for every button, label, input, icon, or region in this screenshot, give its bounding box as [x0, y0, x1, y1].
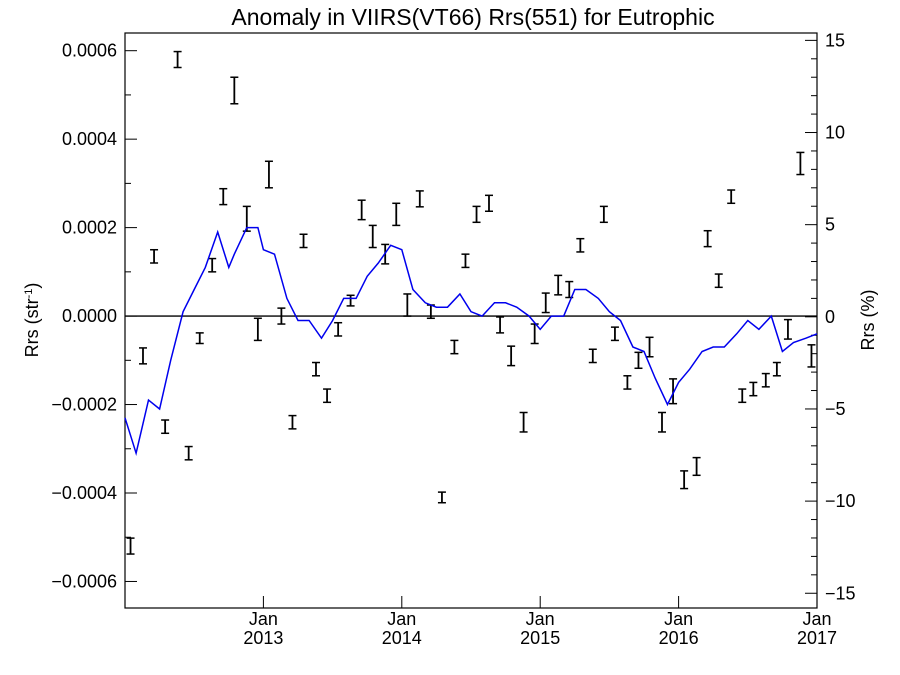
errorbar-point: [680, 470, 689, 490]
errorbar-point: [588, 348, 597, 364]
left-tick-label: 0.0002: [62, 218, 117, 238]
errorbar-point: [230, 76, 239, 105]
errorbar-point: [623, 375, 632, 390]
errorbar-point: [311, 361, 320, 377]
anomaly-line: [124, 226, 818, 457]
plot-frame: [124, 32, 818, 609]
errorbar-point: [783, 318, 792, 340]
errorbar-point: [772, 361, 781, 377]
left-tick-label: −0.0006: [51, 571, 117, 591]
errorbar-point: [208, 257, 217, 273]
errorbar-point: [219, 187, 228, 206]
errorbar-point: [645, 336, 654, 358]
errorbar-point: [610, 326, 619, 342]
errorbar-point: [496, 316, 505, 334]
errorbar-point: [450, 339, 459, 355]
errorbar-point: [150, 248, 159, 264]
errorbar-point: [484, 194, 493, 212]
x-tick-year: 2013: [243, 628, 283, 648]
errorbar-point: [323, 388, 332, 404]
errorbar-point: [749, 381, 758, 397]
errorbar-point: [392, 202, 401, 227]
left-tick-label: −0.0002: [51, 395, 117, 415]
y-axis-label-left: Rrs (str-1): [22, 283, 42, 358]
left-tick-label: 0.0006: [62, 41, 117, 61]
chart-title: Anomaly in VIIRS(VT66) Rrs(551) for Eutr…: [231, 4, 714, 30]
errorbar-point: [288, 414, 297, 430]
errorbar-point: [507, 345, 516, 367]
errorbar-point: [299, 233, 308, 249]
errorbar-point: [554, 274, 563, 296]
errorbar-point: [357, 199, 366, 221]
errorbar-point: [437, 491, 446, 504]
right-axis-ticks: 15 10 5 0 −5 −10 −15: [805, 30, 856, 603]
errorbar-point: [530, 323, 539, 345]
errorbar-point: [761, 372, 770, 388]
errorbar-point: [599, 205, 608, 224]
right-tick-label: 10: [825, 123, 845, 143]
errorbar-point: [669, 378, 678, 405]
errorbar-point: [541, 292, 550, 314]
errorbar-point: [519, 411, 528, 433]
errorbar-point: [368, 224, 377, 249]
right-tick-label: −5: [825, 399, 846, 419]
errorbar-series: [126, 50, 816, 555]
errorbar-point: [576, 237, 585, 253]
left-tick-label: 0.0004: [62, 129, 117, 149]
errorbar-point: [195, 332, 204, 345]
x-tick-year: 2014: [382, 628, 422, 648]
errorbar-point: [714, 273, 723, 289]
right-tick-label: 5: [825, 215, 835, 235]
errorbar-point: [253, 317, 262, 342]
errorbar-point: [277, 307, 286, 325]
errorbar-point: [161, 419, 170, 435]
y-axis-label-right: Rrs (%): [858, 290, 878, 351]
errorbar-point: [634, 351, 643, 370]
right-tick-label: 15: [825, 30, 845, 50]
right-tick-label: 0: [825, 307, 835, 327]
errorbar-point: [264, 160, 273, 189]
errorbar-point: [796, 151, 805, 176]
right-tick-label: −10: [825, 491, 856, 511]
errorbar-point: [138, 347, 147, 365]
x-tick-year: 2016: [659, 628, 699, 648]
errorbar-point: [461, 253, 470, 269]
errorbar-point: [173, 50, 182, 69]
errorbar-point: [334, 321, 343, 337]
errorbar-point: [346, 294, 355, 307]
errorbar-point: [126, 537, 135, 555]
errorbar-point: [415, 190, 424, 208]
errorbar-point: [703, 229, 712, 248]
x-tick-month: Jan: [387, 609, 416, 629]
x-tick-year: 2017: [797, 628, 837, 648]
errorbar-point: [472, 205, 481, 224]
left-tick-label: 0.0000: [62, 306, 117, 326]
errorbar-point: [692, 456, 701, 477]
left-tick-label: −0.0004: [51, 483, 117, 503]
right-tick-label: −15: [825, 583, 856, 603]
errorbar-point: [657, 411, 666, 433]
x-tick-month: Jan: [664, 609, 693, 629]
errorbar-point: [727, 189, 736, 205]
errorbar-point: [403, 293, 412, 317]
x-tick-month: Jan: [526, 609, 555, 629]
errorbar-point: [738, 388, 747, 404]
x-tick-month: Jan: [802, 609, 831, 629]
left-axis-ticks: 0.0006 0.0004 0.0002 0.0000 −0.0002 −0.0004 −0…: [51, 41, 137, 591]
x-tick-year: 2015: [520, 628, 560, 648]
errorbar-point: [807, 344, 816, 368]
errorbar-point: [184, 445, 193, 461]
x-tick-month: Jan: [249, 609, 278, 629]
